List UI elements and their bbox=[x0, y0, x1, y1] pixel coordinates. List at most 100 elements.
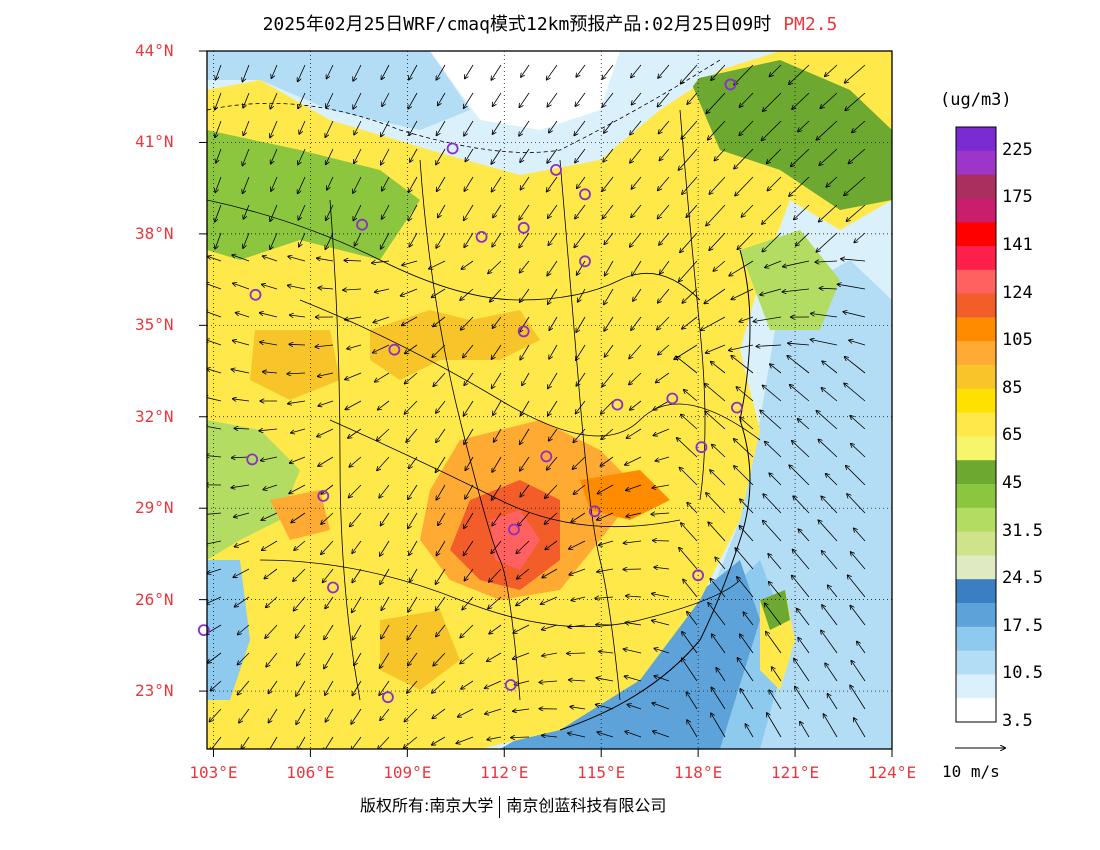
colorbar-swatch bbox=[956, 127, 996, 152]
wind-vector bbox=[655, 456, 670, 461]
wind-vector bbox=[207, 456, 222, 458]
wind-vector bbox=[463, 344, 474, 358]
wind-vector bbox=[811, 340, 838, 346]
wind-vector bbox=[232, 457, 250, 458]
wind-vector bbox=[464, 120, 474, 136]
wind-vector bbox=[377, 428, 390, 441]
legend-unit: (ug/m3) bbox=[940, 90, 1012, 110]
wind-vector bbox=[629, 372, 642, 385]
wind-vector bbox=[602, 92, 614, 107]
wind-vector bbox=[321, 540, 334, 554]
wind-vector bbox=[705, 411, 726, 430]
wind-vector bbox=[850, 416, 866, 430]
wind-vector bbox=[845, 64, 866, 83]
wind-vector bbox=[826, 474, 838, 486]
wind-vector bbox=[261, 456, 278, 461]
wind-vector bbox=[485, 708, 502, 714]
wind-vector bbox=[243, 120, 250, 135]
wind-vector bbox=[465, 64, 474, 79]
wind-vector bbox=[539, 681, 558, 682]
wind-vector bbox=[766, 632, 782, 654]
wind-vector bbox=[465, 456, 474, 470]
city-marker bbox=[611, 398, 624, 411]
wind-vector bbox=[323, 568, 334, 582]
wind-vector bbox=[705, 384, 726, 402]
wind-vector bbox=[408, 204, 418, 221]
wind-vector bbox=[548, 372, 558, 388]
wind-vector bbox=[373, 344, 390, 353]
wind-vector bbox=[493, 316, 502, 328]
wind-vector bbox=[207, 426, 222, 430]
wind-vector bbox=[706, 92, 726, 113]
wind-vector bbox=[816, 411, 838, 430]
wind-vector bbox=[789, 176, 810, 196]
wind-vector bbox=[493, 92, 502, 106]
wind-vector bbox=[353, 176, 362, 193]
wind-vector bbox=[380, 708, 390, 720]
colorbar-swatch bbox=[956, 460, 996, 485]
wind-vector bbox=[233, 399, 250, 401]
concentration-field bbox=[207, 51, 892, 749]
wind-vector bbox=[353, 92, 362, 109]
wind-vector bbox=[568, 625, 586, 627]
wind-vector bbox=[847, 494, 866, 514]
colorbar-swatch bbox=[956, 579, 996, 604]
wind-vector bbox=[243, 92, 250, 108]
wind-vector bbox=[846, 466, 866, 486]
wind-vector bbox=[491, 148, 502, 164]
wind-vector bbox=[682, 176, 698, 194]
wind-vector bbox=[288, 285, 306, 290]
wind-vector bbox=[710, 470, 726, 486]
wind-vector bbox=[740, 689, 754, 710]
wind-vector bbox=[492, 344, 502, 359]
wind-vector bbox=[352, 568, 362, 583]
wind-vector bbox=[652, 621, 670, 626]
wind-vector bbox=[296, 708, 306, 724]
wind-vector bbox=[405, 372, 418, 384]
wind-vector bbox=[797, 609, 810, 626]
wind-vector bbox=[490, 288, 502, 302]
wind-vector bbox=[769, 582, 782, 598]
colorbar-swatch bbox=[956, 174, 996, 199]
wind-vector bbox=[438, 204, 446, 218]
wind-vector bbox=[681, 64, 698, 84]
wind-vector bbox=[632, 92, 642, 105]
wind-vector bbox=[381, 120, 390, 137]
wind-vector bbox=[542, 624, 558, 630]
wind-vector bbox=[517, 568, 530, 579]
title-text: 2025年02月25日WRF/cmaq模式12km预报产品:02月25日09时 bbox=[262, 14, 772, 35]
lon-label: 124°E bbox=[867, 763, 917, 782]
wind-vector bbox=[596, 678, 614, 682]
lon-label: 103°E bbox=[189, 763, 238, 782]
wind-vector bbox=[549, 344, 558, 359]
wind-vector bbox=[325, 680, 334, 695]
wind-vector bbox=[215, 176, 222, 192]
wind-vector bbox=[268, 736, 278, 749]
wind-vector bbox=[574, 120, 586, 135]
city-marker bbox=[246, 453, 259, 466]
wind-vector bbox=[791, 148, 810, 166]
wind-vector bbox=[601, 428, 614, 439]
wind-vector bbox=[352, 540, 362, 553]
wind-vector bbox=[851, 661, 866, 682]
legend-label: 3.5 bbox=[1002, 711, 1033, 731]
legend-label: 85 bbox=[1002, 377, 1023, 398]
wind-vector bbox=[846, 204, 866, 221]
wind-vector bbox=[438, 92, 446, 105]
wind-vector bbox=[409, 540, 418, 555]
wind-vector bbox=[815, 261, 838, 262]
wind-vector bbox=[604, 120, 614, 133]
wind-vector bbox=[294, 596, 306, 611]
wind-vector bbox=[463, 540, 474, 555]
wind-vector bbox=[382, 204, 390, 219]
wind-vector bbox=[299, 232, 306, 247]
wind-vector bbox=[405, 400, 418, 414]
wind-vector bbox=[601, 400, 614, 414]
wind-vector bbox=[408, 652, 418, 666]
wind-vector bbox=[380, 568, 390, 584]
wind-vector bbox=[380, 652, 390, 668]
legend-label: 225 bbox=[1002, 139, 1033, 160]
wind-vector bbox=[375, 372, 390, 382]
wind-vector bbox=[293, 568, 306, 581]
lat-label: 44°N bbox=[135, 41, 174, 60]
